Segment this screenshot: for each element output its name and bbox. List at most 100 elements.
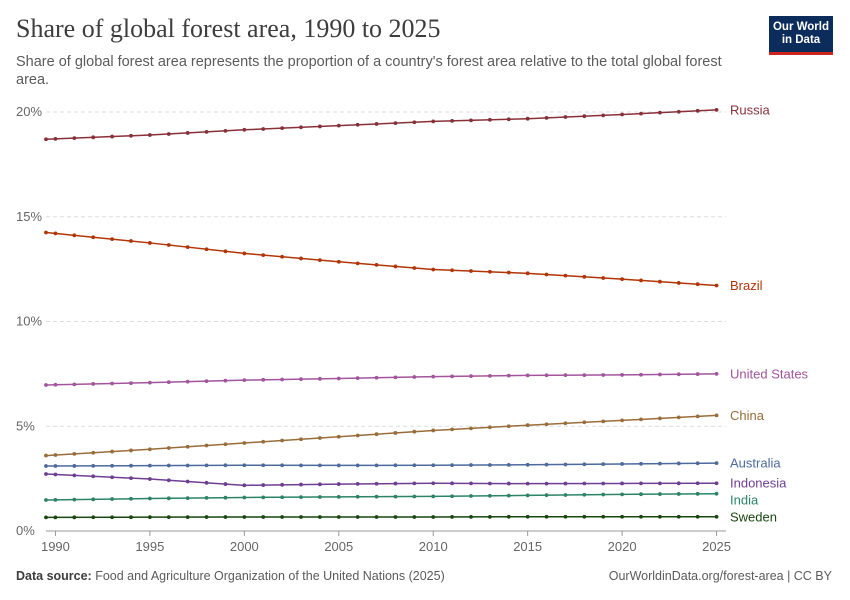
data-point: [44, 472, 48, 476]
data-point: [242, 378, 247, 383]
data-point: [695, 481, 700, 486]
data-point: [223, 128, 228, 133]
data-point: [91, 463, 96, 468]
source-text[interactable]: Food and Agriculture Organization of the…: [95, 569, 445, 583]
data-point: [676, 372, 681, 377]
data-point: [110, 134, 115, 139]
owid-logo[interactable]: Our World in Data: [769, 16, 833, 55]
series-line: [45, 462, 717, 467]
data-point: [450, 515, 455, 519]
data-point: [147, 496, 152, 501]
series-label: United States: [730, 366, 809, 381]
data-point: [657, 110, 662, 115]
data-point: [204, 130, 209, 134]
data-point: [714, 413, 719, 418]
data-point: [393, 515, 398, 519]
data-point: [355, 482, 360, 486]
data-point: [72, 464, 77, 468]
data-point: [431, 267, 436, 272]
data-point: [506, 424, 511, 429]
data-point: [412, 266, 417, 270]
x-tick-label: 2000: [230, 539, 259, 554]
data-point: [374, 463, 379, 468]
data-point: [336, 259, 341, 264]
data-point: [601, 113, 606, 118]
data-point: [695, 108, 700, 113]
data-point: [53, 382, 58, 387]
data-point: [91, 450, 96, 455]
data-point: [166, 380, 171, 385]
data-point: [336, 494, 341, 499]
data-point: [525, 514, 530, 519]
data-point: [487, 269, 492, 274]
data-point: [280, 515, 285, 519]
data-point: [129, 463, 133, 468]
data-point: [53, 231, 58, 236]
data-point: [695, 514, 700, 519]
data-point: [91, 474, 96, 479]
data-point: [204, 515, 209, 519]
data-point: [676, 492, 681, 496]
data-point: [147, 241, 152, 245]
data-point: [53, 136, 58, 141]
data-point: [657, 492, 662, 496]
data-point: [544, 422, 549, 427]
data-point: [563, 493, 568, 497]
data-point: [639, 417, 643, 422]
data-point: [261, 515, 266, 519]
data-point: [506, 514, 511, 519]
data-point: [374, 494, 379, 499]
data-point: [166, 446, 171, 450]
data-point: [695, 282, 700, 287]
data-point: [601, 419, 606, 424]
data-point: [110, 515, 115, 520]
series-line: [45, 231, 717, 287]
data-point: [487, 463, 492, 467]
data-point: [44, 137, 48, 142]
data-point: [620, 418, 625, 423]
data-point: [620, 481, 625, 486]
data-point: [166, 478, 171, 483]
data-point: [223, 482, 228, 486]
data-point: [110, 463, 115, 468]
data-point: [317, 124, 322, 129]
data-point: [204, 463, 209, 468]
data-point: [563, 514, 568, 519]
data-point: [129, 476, 133, 481]
data-point: [487, 117, 492, 122]
data-point: [393, 431, 398, 435]
data-point: [544, 462, 549, 467]
data-point: [355, 122, 360, 127]
data-point: [620, 462, 625, 466]
x-tick-label: 2005: [324, 539, 353, 554]
data-point: [563, 421, 568, 426]
data-point: [544, 115, 549, 120]
data-point: [129, 448, 133, 453]
data-point: [280, 482, 285, 487]
data-point: [450, 374, 455, 379]
data-point: [639, 481, 643, 486]
data-point: [280, 463, 285, 468]
data-point: [242, 515, 247, 519]
data-point: [450, 481, 455, 486]
data-point: [582, 274, 587, 279]
data-point: [714, 491, 719, 496]
data-point: [166, 496, 171, 501]
data-point: [639, 514, 643, 519]
data-point: [129, 133, 133, 138]
data-point: [53, 515, 58, 520]
data-point: [242, 463, 247, 468]
data-point: [657, 461, 662, 466]
data-point: [204, 247, 209, 252]
data-point: [44, 515, 48, 520]
x-tick-label: 1990: [41, 539, 70, 554]
data-point: [582, 481, 587, 486]
data-point: [657, 514, 662, 519]
data-point: [299, 495, 303, 500]
data-point: [525, 373, 530, 378]
data-point: [469, 269, 473, 273]
source-url[interactable]: OurWorldinData.org/forest-area | CC BY: [608, 569, 832, 583]
data-point: [317, 376, 322, 381]
data-point: [166, 515, 171, 520]
data-point: [242, 441, 247, 445]
